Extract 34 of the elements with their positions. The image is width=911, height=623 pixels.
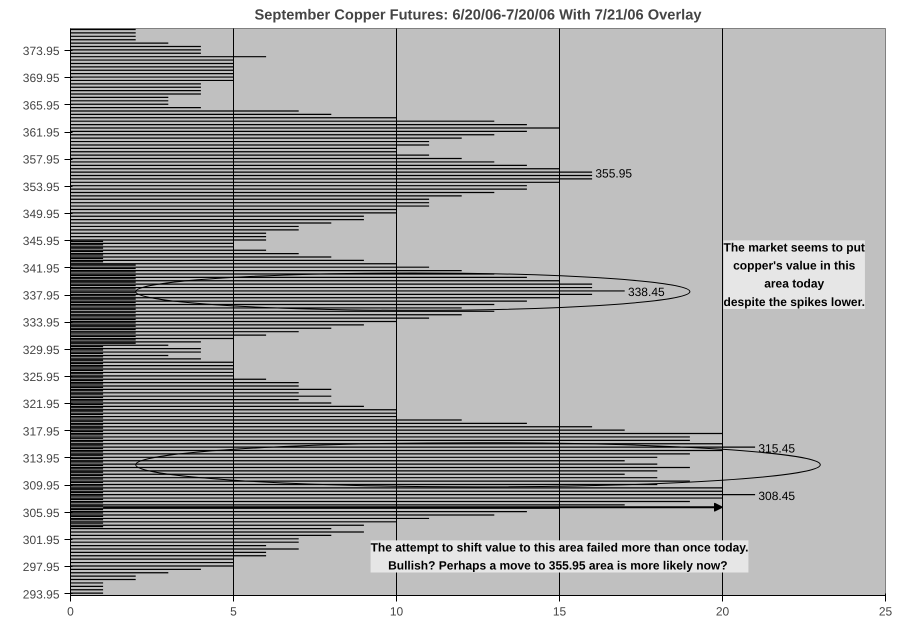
y-tick-label: 297.95 — [22, 560, 60, 574]
annotation: The attempt to shift value to this area failed more than once today. Bullish? Perhaps a move to 355.95 area is more likely now? — [370, 540, 748, 573]
y-tick-label: 321.95 — [22, 397, 60, 412]
annotation: The market seems to put copper's value in this area today despite the spikes lower. — [724, 240, 865, 309]
y-tick-label: 341.95 — [22, 261, 60, 276]
annotation: 355.95 — [595, 166, 632, 180]
x-tick-label: 20 — [716, 604, 730, 618]
y-tick-label: 337.95 — [22, 288, 60, 303]
y-tick-label: 329.95 — [22, 342, 60, 357]
y-tick-label: 317.95 — [22, 424, 60, 438]
x-tick-label: 0 — [67, 604, 74, 618]
x-tick-label: 5 — [230, 604, 238, 618]
x-tick-label: 10 — [390, 604, 404, 618]
annotation: 308.45 — [758, 488, 796, 503]
annotation: 338.45 — [628, 285, 665, 300]
x-tick-label: 25 — [878, 604, 892, 618]
y-tick-label: 293.95 — [22, 587, 60, 602]
y-tick-label: 325.95 — [22, 370, 60, 384]
y-tick-label: 305.95 — [22, 506, 60, 520]
y-tick-label: 361.95 — [22, 126, 60, 140]
x-tick-label: 15 — [552, 604, 566, 618]
annotation: 315.45 — [758, 441, 796, 456]
y-tick-label: 313.95 — [22, 451, 60, 466]
y-tick-label: 309.95 — [22, 478, 60, 493]
y-tick-label: 365.95 — [22, 98, 60, 112]
chart-title: September Copper Futures: 6/20/06-7/20/06 With 7/21/06 Overlay — [254, 8, 702, 24]
y-tick-label: 357.95 — [22, 152, 60, 167]
y-tick-label: 373.95 — [22, 44, 60, 58]
y-tick-label: 369.95 — [22, 71, 60, 86]
y-tick-label: 333.95 — [22, 316, 60, 330]
y-tick-label: 353.95 — [22, 180, 60, 194]
y-tick-label: 349.95 — [22, 207, 60, 222]
y-tick-label: 345.95 — [22, 234, 60, 248]
y-tick-label: 301.95 — [22, 532, 60, 547]
